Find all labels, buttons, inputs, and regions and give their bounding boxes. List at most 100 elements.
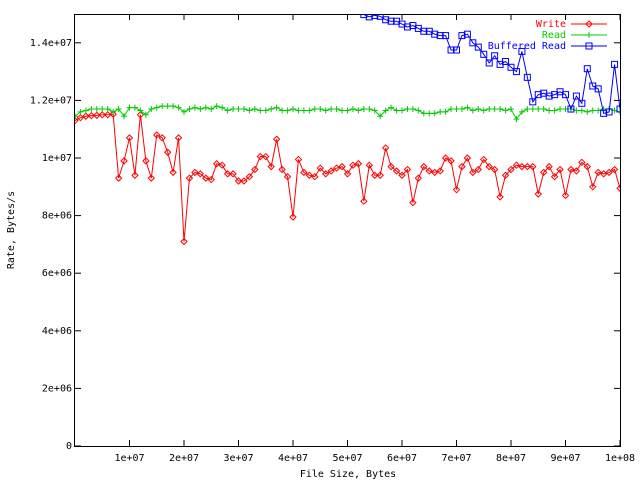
data-point <box>99 106 106 113</box>
data-point <box>458 106 465 113</box>
data-point <box>142 111 149 118</box>
data-point <box>600 109 608 117</box>
data-point <box>295 107 302 114</box>
data-point <box>219 104 226 111</box>
y-tick-label: 1e+07 <box>42 153 72 164</box>
data-point <box>572 92 580 100</box>
x-axis-ticks: 1e+07 2e+07 3e+07 4e+07 5e+07 6e+07 7e+07 8e+07… <box>114 14 635 464</box>
data-point <box>294 155 303 164</box>
data-point <box>268 106 275 113</box>
data-point <box>557 106 564 113</box>
data-point <box>523 73 531 81</box>
data-point <box>403 23 411 31</box>
data-point <box>158 134 166 142</box>
y-tick-label: 4e+06 <box>42 326 72 337</box>
data-point <box>420 27 428 35</box>
legend-label: Write <box>536 19 566 30</box>
data-point <box>316 164 324 172</box>
data-point <box>76 113 85 122</box>
data-point <box>147 174 156 182</box>
data-point <box>93 106 100 113</box>
x-tick-label: 6e+07 <box>387 453 417 464</box>
data-point <box>344 107 351 114</box>
data-point <box>475 106 482 113</box>
data-point <box>485 59 493 67</box>
data-point <box>88 106 95 113</box>
data-point <box>512 161 521 169</box>
data-point <box>529 162 537 171</box>
data-point <box>513 116 520 123</box>
data-point <box>208 106 215 113</box>
data-point <box>273 104 280 111</box>
data-point <box>110 108 117 115</box>
data-point <box>197 106 204 113</box>
data-point <box>518 108 525 115</box>
data-point <box>278 165 286 174</box>
data-point <box>442 32 450 40</box>
data-point <box>137 107 144 114</box>
data-point <box>82 107 89 114</box>
data-point <box>289 213 297 221</box>
x-tick-label: 1e+08 <box>605 453 635 464</box>
data-point <box>534 91 542 99</box>
legend-label: Buffered Read <box>488 41 566 52</box>
data-point <box>305 171 314 179</box>
data-point <box>550 173 559 181</box>
data-point <box>480 155 488 164</box>
data-point <box>567 105 575 113</box>
data-point <box>464 104 471 111</box>
x-axis-title: File Size, Bytes <box>300 469 396 480</box>
data-point <box>507 63 515 71</box>
data-point <box>399 107 405 114</box>
data-point <box>262 152 270 161</box>
data-point <box>404 106 411 113</box>
data-point <box>300 168 308 177</box>
data-point <box>257 107 264 114</box>
data-point <box>251 165 259 174</box>
data-point <box>480 107 487 114</box>
data-point <box>159 103 166 110</box>
data-point <box>491 106 498 113</box>
series-read <box>75 103 620 123</box>
data-point <box>180 237 188 246</box>
data-point <box>339 107 346 114</box>
data-point <box>355 107 362 114</box>
data-point <box>441 154 450 162</box>
data-point <box>354 160 363 168</box>
data-point <box>584 108 591 115</box>
data-point <box>507 165 515 174</box>
data-point <box>583 65 591 73</box>
data-point <box>616 105 620 113</box>
data-point <box>425 167 433 175</box>
data-point <box>202 104 209 111</box>
data-point <box>605 168 613 177</box>
data-point <box>463 30 471 38</box>
data-point <box>415 107 422 114</box>
data-point <box>131 104 138 111</box>
data-point <box>98 111 106 119</box>
data-point <box>371 171 379 179</box>
data-point <box>321 170 330 178</box>
data-point <box>213 103 220 110</box>
legend-swatch-marker <box>585 20 593 28</box>
data-point <box>207 175 215 184</box>
data-point <box>283 173 292 181</box>
y-tick-label: 6e+06 <box>42 268 72 279</box>
data-point <box>545 92 553 100</box>
data-point <box>284 107 291 114</box>
data-point <box>365 14 373 21</box>
data-point <box>485 162 493 171</box>
data-point <box>131 171 139 179</box>
data-point <box>572 167 581 175</box>
data-point <box>327 167 335 175</box>
data-point <box>534 190 542 198</box>
data-point <box>392 167 401 175</box>
data-point <box>360 197 368 205</box>
data-point <box>490 165 499 174</box>
data-point <box>594 168 602 177</box>
data-point <box>328 106 335 113</box>
data-point <box>109 110 117 118</box>
legend-swatch-marker <box>586 32 592 38</box>
data-point <box>491 52 499 60</box>
data-point <box>562 91 569 99</box>
